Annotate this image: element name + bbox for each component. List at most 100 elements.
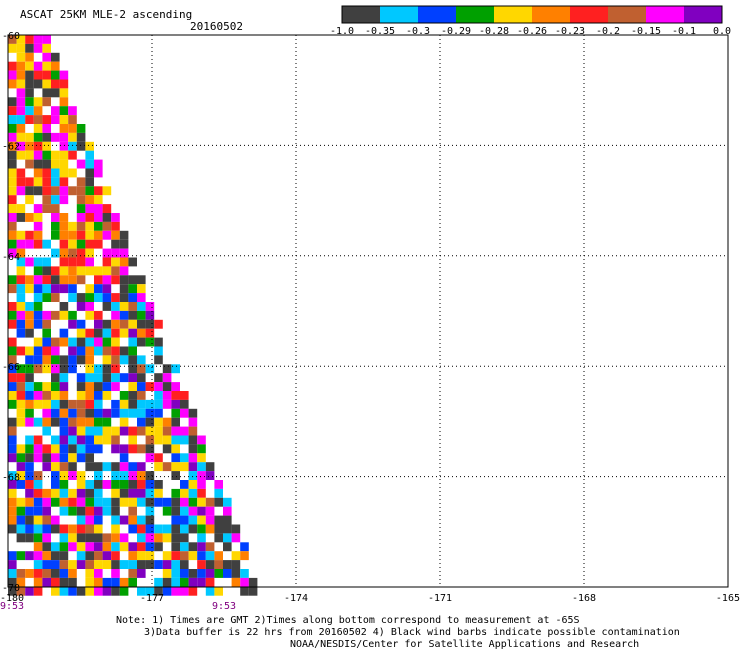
heatmap-cell [25, 106, 34, 116]
heatmap-cell [85, 577, 94, 587]
heatmap-cell [59, 391, 69, 400]
heatmap-cell [145, 310, 155, 320]
heatmap-cell [145, 515, 155, 525]
heatmap-cell [16, 141, 26, 151]
heatmap-cell [85, 221, 94, 231]
heatmap-cell [94, 524, 103, 534]
heatmap-cell [33, 124, 43, 133]
heatmap-cell [180, 426, 189, 436]
heatmap-cell [8, 204, 17, 213]
heatmap-cell [154, 408, 163, 418]
heatmap-cell [42, 284, 51, 294]
heatmap-cell [205, 569, 215, 578]
heatmap-cell [223, 497, 232, 507]
heatmap-cell [145, 524, 155, 534]
heatmap-cell [137, 471, 146, 480]
heatmap-cell [102, 337, 112, 347]
plot-frame [7, 34, 729, 588]
heatmap-cell [33, 284, 43, 294]
heatmap-cell [76, 337, 86, 347]
heatmap-cell [76, 328, 86, 338]
heatmap-cell [68, 453, 77, 463]
heatmap-cell [8, 97, 17, 107]
heatmap-cell [33, 61, 43, 71]
heatmap-cell [68, 293, 77, 302]
heatmap-cell [145, 426, 155, 436]
heatmap-cell [33, 444, 43, 454]
heatmap-cell [42, 195, 51, 205]
heatmap-cell [85, 399, 94, 409]
heatmap-cell [102, 373, 112, 383]
heatmap-cell [102, 382, 112, 391]
heatmap-cell [76, 426, 86, 436]
heatmap-cell [16, 533, 26, 543]
heatmap-cell [94, 471, 103, 480]
heatmap-cell [68, 577, 77, 587]
heatmap-cell [180, 542, 189, 552]
heatmap-cell [25, 61, 34, 71]
heatmap-cell [154, 355, 163, 365]
heatmap-cell [111, 302, 120, 311]
chart-date: 20160502 [190, 20, 243, 33]
heatmap-cell [76, 560, 86, 569]
heatmap-cell [94, 586, 103, 596]
heatmap-cell [33, 310, 43, 320]
heatmap-cell [76, 346, 86, 356]
heatmap-cell [68, 284, 77, 294]
heatmap-cell [188, 577, 198, 587]
heatmap-cell [94, 560, 103, 569]
heatmap-cell [85, 444, 94, 454]
heatmap-cell [16, 373, 26, 383]
heatmap-cell [102, 293, 112, 302]
heatmap-cell [59, 586, 69, 596]
heatmap-cell [162, 551, 172, 561]
heatmap-cell [8, 79, 17, 89]
heatmap-cell [188, 569, 198, 578]
heatmap-cell [171, 399, 180, 409]
heatmap-cell [33, 141, 43, 151]
heatmap-cell [8, 115, 17, 124]
heatmap-cell [76, 382, 86, 391]
heatmap-cell [128, 524, 137, 534]
heatmap-cell [145, 533, 155, 543]
heatmap-cell [51, 542, 60, 552]
heatmap-cell [51, 88, 60, 98]
heatmap-cell [42, 426, 51, 436]
heatmap-cell [102, 302, 112, 311]
heatmap-cell [16, 115, 26, 124]
heatmap-cell [42, 204, 51, 213]
heatmap-cell [94, 328, 103, 338]
heatmap-cell [171, 382, 180, 391]
heatmap-cell [25, 213, 34, 222]
heatmap-cell [231, 533, 241, 543]
heatmap-cell [85, 453, 94, 463]
heatmap-cell [188, 417, 198, 427]
heatmap-cell [68, 497, 77, 507]
heatmap-cell [137, 560, 146, 569]
heatmap-cell [240, 586, 249, 596]
heatmap-cell [42, 177, 51, 187]
heatmap-cell [188, 408, 198, 418]
heatmap-cell [188, 488, 198, 498]
heatmap-cell [8, 221, 17, 231]
heatmap-cell [162, 524, 172, 534]
heatmap-cell [68, 168, 77, 178]
heatmap-cell [51, 560, 60, 569]
heatmap-cell [128, 435, 137, 445]
heatmap-cell [8, 515, 17, 525]
heatmap-cell [76, 399, 86, 409]
heatmap-cell [25, 230, 34, 240]
heatmap-cell [197, 533, 206, 543]
heatmap-cell [128, 569, 137, 578]
heatmap-cell [94, 168, 103, 178]
heatmap-cell [59, 560, 69, 569]
heatmap-cell [197, 471, 206, 480]
heatmap-cell [171, 426, 180, 436]
heatmap-cell [68, 124, 77, 133]
heatmap-cell [171, 417, 180, 427]
heatmap-cell [16, 302, 26, 311]
heatmap-cell [205, 471, 215, 480]
heatmap-cell [42, 186, 51, 196]
heatmap-cell [111, 221, 120, 231]
heatmap-cell [205, 551, 215, 561]
